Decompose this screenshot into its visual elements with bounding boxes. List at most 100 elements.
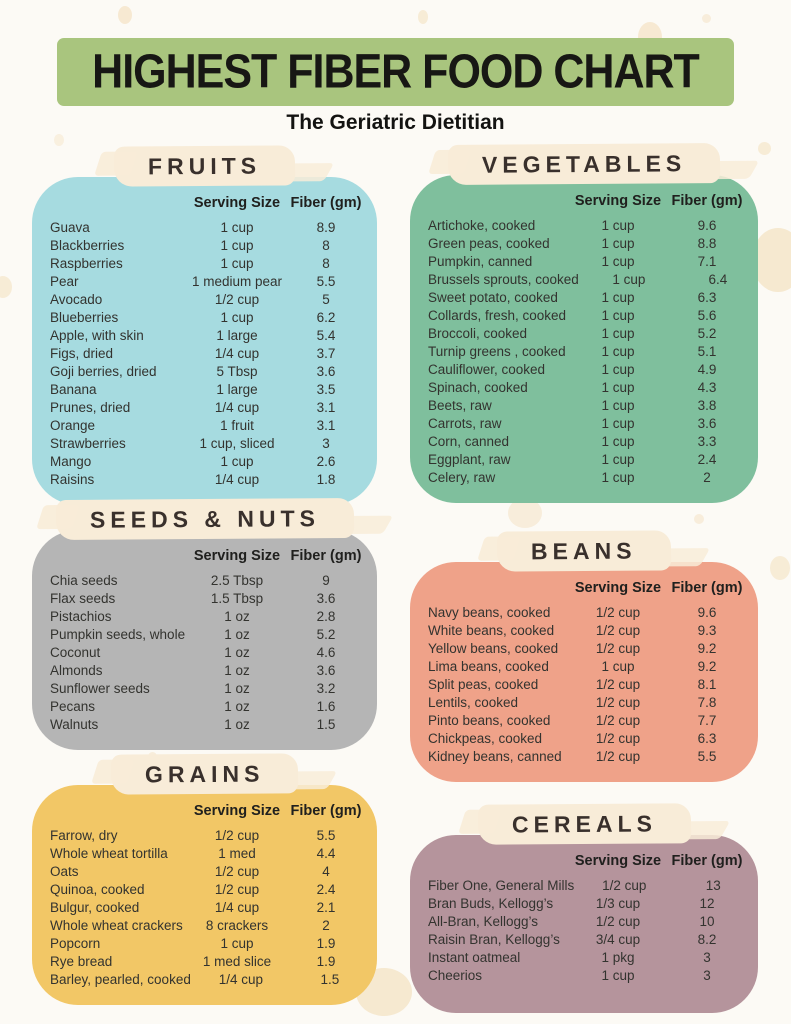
table-header: Serving Size Fiber (gm) xyxy=(50,797,365,827)
table-body: Farrow, dry 1/2 cup 5.5 Whole wheat tortill… xyxy=(50,827,365,989)
serving-size-value: 2.5 Tbsp xyxy=(210,573,264,588)
serving-size-value: 1 cup xyxy=(220,238,254,253)
food-name: Orange xyxy=(50,418,96,433)
fiber-value: 3.6 xyxy=(316,591,336,606)
table-row: Quinoa, cooked 1/2 cup 2.4 xyxy=(50,881,365,899)
fiber-value: 5.5 xyxy=(316,274,336,289)
food-name: Yellow beans, cooked xyxy=(428,641,559,656)
fiber-value: 9.6 xyxy=(697,605,717,620)
serving-size-value: 1 cup xyxy=(601,659,635,674)
table-row: Popcorn 1 cup 1.9 xyxy=(50,935,365,953)
grains-panel: Serving Size Fiber (gm) Farrow, dry 1/2 c… xyxy=(32,785,377,1005)
food-column-header xyxy=(50,548,187,564)
background-splotch xyxy=(54,134,64,146)
table-row: Banana 1 large 3.5 xyxy=(50,381,365,399)
serving-size-value: 1 fruit xyxy=(220,418,254,433)
food-name: Artichoke, cooked xyxy=(428,218,536,233)
food-name: Brussels sprouts, cooked xyxy=(428,272,579,287)
fiber-value: 3.6 xyxy=(697,416,717,431)
table-row: Spinach, cooked 1 cup 4.3 xyxy=(428,379,746,397)
table-row: Celery, raw 1 cup 2 xyxy=(428,469,746,487)
food-name: Spinach, cooked xyxy=(428,380,528,395)
table-body: Artichoke, cooked 1 cup 9.6 Green peas, coo… xyxy=(428,217,746,487)
serving-size-value: 1 oz xyxy=(224,681,250,696)
serving-size-value: 1/2 cup xyxy=(602,878,647,893)
table-row: Instant oatmeal 1 pkg 3 xyxy=(428,949,746,967)
fiber-value: 2.4 xyxy=(316,882,336,897)
serving-size-value: 1 cup, sliced xyxy=(199,436,275,451)
table-row: Beets, raw 1 cup 3.8 xyxy=(428,397,746,415)
serving-size-value: 1/2 cup xyxy=(214,292,260,307)
food-column-header xyxy=(50,803,187,819)
fiber-value: 3.6 xyxy=(316,364,336,379)
fiber-column-header: Fiber (gm) xyxy=(671,580,743,596)
section-title: VEGETABLES xyxy=(481,150,687,178)
fiber-value: 6.2 xyxy=(316,310,336,325)
serving-size-value: 1/2 cup xyxy=(214,864,260,879)
table-row: Pumpkin, canned 1 cup 7.1 xyxy=(428,253,746,271)
fiber-value: 3.2 xyxy=(316,681,336,696)
fiber-value: 5 xyxy=(322,292,330,307)
section-title: GRAINS xyxy=(144,760,265,788)
fiber-value: 6.4 xyxy=(708,272,728,287)
food-name: Guava xyxy=(50,220,90,235)
serving-size-value: 1/4 cup xyxy=(214,346,260,361)
food-name: Prunes, dried xyxy=(50,400,131,415)
serving-size-value: 1.5 Tbsp xyxy=(210,591,264,606)
fiber-value: 4.3 xyxy=(697,380,717,395)
table-row: Avocado 1/2 cup 5 xyxy=(50,291,365,309)
food-name: Almonds xyxy=(50,663,103,678)
fiber-value: 4.4 xyxy=(316,846,336,861)
food-name: Split peas, cooked xyxy=(428,677,539,692)
brush-stroke: CEREALS xyxy=(477,803,691,845)
serving-size-value: 1/2 cup xyxy=(595,731,641,746)
fiber-value: 8 xyxy=(322,238,330,253)
fiber-column-header: Fiber (gm) xyxy=(671,193,743,209)
food-name: Oats xyxy=(50,864,79,879)
food-name: All-Bran, Kellogg’s xyxy=(428,914,539,929)
fiber-value: 5.2 xyxy=(316,627,336,642)
fiber-value: 8.2 xyxy=(697,932,717,947)
serving-size-value: 1/2 cup xyxy=(595,713,641,728)
food-name: Fiber One, General Mills xyxy=(428,878,575,893)
section-label: BEANS xyxy=(410,530,758,572)
section-vegetables: VEGETABLES Serving Size Fiber (gm) Artic… xyxy=(410,143,758,503)
section-title: FRUITS xyxy=(147,152,262,180)
table-row: Guava 1 cup 8.9 xyxy=(50,219,365,237)
serving-size-value: 3/4 cup xyxy=(595,932,641,947)
fiber-value: 3 xyxy=(703,950,711,965)
food-name: Pumpkin, canned xyxy=(428,254,533,269)
fiber-value: 3 xyxy=(322,436,330,451)
fiber-column-header: Fiber (gm) xyxy=(671,853,743,869)
brush-stroke: FRUITS xyxy=(113,145,296,187)
fiber-value: 3.8 xyxy=(697,398,717,413)
serving-size-value: 1 cup xyxy=(612,272,646,287)
section-title: SEEDS & NUTS xyxy=(89,505,320,533)
table-row: Flax seeds 1.5 Tbsp 3.6 xyxy=(50,590,365,608)
fruits-panel: Serving Size Fiber (gm) Guava 1 cup 8.9 Bla… xyxy=(32,177,377,505)
fiber-value: 9.2 xyxy=(697,641,717,656)
serving-size-column-header: Serving Size xyxy=(574,580,662,596)
table-row: Walnuts 1 oz 1.5 xyxy=(50,716,365,734)
food-name: Avocado xyxy=(50,292,103,307)
serving-size-value: 1/2 cup xyxy=(595,605,641,620)
fiber-value: 7.7 xyxy=(697,713,717,728)
food-name: Goji berries, dried xyxy=(50,364,157,379)
table-row: Artichoke, cooked 1 cup 9.6 xyxy=(428,217,746,235)
food-name: Broccoli, cooked xyxy=(428,326,528,341)
table-row: Fiber One, General Mills 1/2 cup 13 xyxy=(428,877,746,895)
serving-size-value: 1/2 cup xyxy=(595,695,641,710)
serving-size-value: 1 oz xyxy=(224,663,250,678)
food-name: Navy beans, cooked xyxy=(428,605,551,620)
table-row: Barley, pearled, cooked 1/4 cup 1.5 xyxy=(50,971,365,989)
title-band: HIGHEST FIBER FOOD CHART xyxy=(57,38,734,106)
section-fruits: FRUITS Serving Size Fiber (gm) Guava 1 cu… xyxy=(32,145,377,505)
serving-size-value: 1 cup xyxy=(601,362,635,377)
fiber-value: 2.6 xyxy=(316,454,336,469)
fiber-value: 3.1 xyxy=(316,418,336,433)
serving-size-value: 1 oz xyxy=(224,609,250,624)
fiber-value: 4.9 xyxy=(697,362,717,377)
fiber-value: 3.5 xyxy=(316,382,336,397)
table-header: Serving Size Fiber (gm) xyxy=(50,542,365,572)
table-row: Split peas, cooked 1/2 cup 8.1 xyxy=(428,676,746,694)
